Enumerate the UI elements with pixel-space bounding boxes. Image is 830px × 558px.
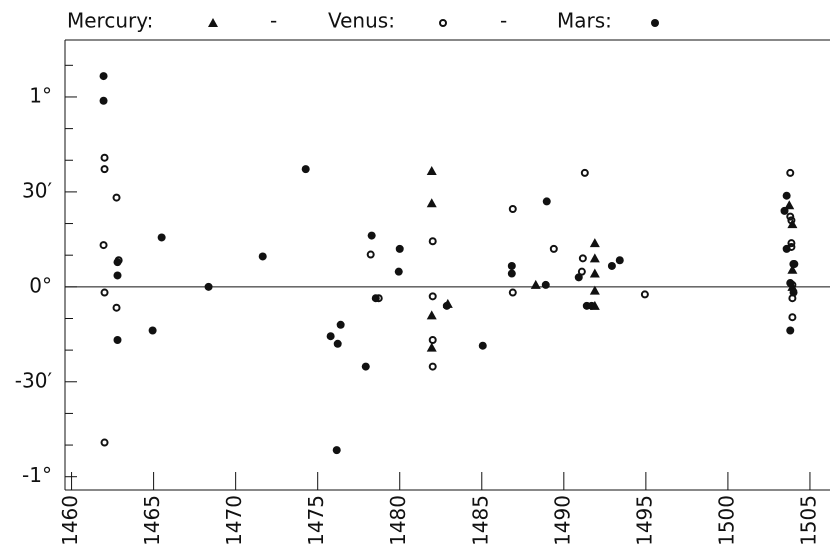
- point: [371, 294, 380, 303]
- point: [589, 268, 600, 278]
- point: [99, 72, 108, 81]
- point: [442, 301, 451, 310]
- legend-marker: [439, 19, 447, 27]
- point: [478, 341, 487, 350]
- y-tick-label: 1°: [29, 83, 52, 107]
- point: [589, 285, 600, 295]
- point: [786, 212, 795, 221]
- point: [301, 165, 310, 174]
- x-tick-label: 1485: [468, 495, 492, 546]
- legend-label: Venus:: [328, 9, 395, 33]
- x-tick-label: 1495: [632, 495, 656, 546]
- point: [426, 198, 437, 208]
- x-tick-label: 1470: [222, 495, 246, 546]
- point: [787, 239, 796, 248]
- point: [542, 197, 551, 206]
- point: [782, 244, 791, 253]
- point: [428, 292, 437, 301]
- point: [508, 204, 517, 213]
- point: [577, 267, 586, 276]
- point: [113, 336, 122, 344]
- y-tick-label: 0°: [29, 273, 52, 297]
- point: [99, 241, 108, 250]
- point: [426, 166, 437, 176]
- x-tick-label: 1505: [796, 495, 820, 546]
- point: [789, 288, 798, 297]
- point: [786, 326, 795, 335]
- point: [574, 273, 583, 282]
- point: [788, 313, 797, 322]
- point: [426, 310, 437, 320]
- point: [786, 168, 795, 177]
- x-tick-label: 1500: [714, 495, 738, 546]
- point: [589, 253, 600, 263]
- point: [782, 191, 791, 200]
- y-tick-label: -30′: [15, 368, 53, 392]
- point: [780, 206, 789, 215]
- point: [607, 261, 616, 270]
- point: [578, 254, 587, 263]
- point: [507, 261, 516, 270]
- legend-marker: [208, 18, 218, 27]
- legend-separator: -: [500, 9, 507, 33]
- point: [580, 168, 589, 177]
- point: [508, 288, 517, 297]
- point: [640, 290, 649, 299]
- point: [326, 332, 335, 341]
- point: [100, 288, 109, 297]
- point: [394, 267, 403, 276]
- point: [204, 282, 213, 291]
- point: [589, 238, 600, 248]
- x-tick-label: 1460: [58, 495, 82, 546]
- point: [258, 252, 267, 261]
- point: [99, 96, 108, 105]
- legend-label: Mercury:: [67, 9, 153, 33]
- point: [786, 279, 795, 288]
- point: [361, 362, 370, 371]
- point: [395, 244, 404, 253]
- y-tick-label: 30′: [22, 178, 52, 202]
- x-tick-label: 1480: [386, 495, 410, 546]
- point: [507, 269, 516, 278]
- point: [787, 264, 798, 274]
- point: [426, 342, 437, 352]
- point: [336, 320, 345, 329]
- point: [113, 271, 122, 280]
- point: [587, 301, 596, 310]
- point: [112, 193, 121, 202]
- point: [790, 260, 799, 269]
- point: [530, 279, 541, 289]
- point: [784, 200, 795, 210]
- point: [541, 280, 550, 289]
- point: [615, 256, 624, 265]
- x-tick-label: 1465: [140, 495, 164, 546]
- point: [332, 446, 341, 455]
- point: [113, 258, 122, 267]
- point: [100, 438, 109, 447]
- x-tick-label: 1490: [550, 495, 574, 546]
- legend-separator: -: [270, 9, 277, 33]
- point: [428, 362, 437, 371]
- x-tick-label: 1475: [304, 495, 328, 546]
- legend-label: Mars:: [557, 9, 612, 33]
- point: [333, 339, 342, 348]
- point: [549, 244, 558, 253]
- y-tick-label: -1°: [22, 463, 52, 487]
- point: [100, 165, 109, 174]
- point: [100, 153, 109, 162]
- point: [148, 326, 157, 335]
- point: [157, 233, 166, 242]
- point: [112, 303, 121, 312]
- point: [366, 250, 375, 259]
- point: [367, 231, 376, 240]
- point: [787, 216, 796, 225]
- point: [428, 237, 437, 246]
- point: [428, 336, 437, 344]
- legend-marker: [651, 19, 659, 27]
